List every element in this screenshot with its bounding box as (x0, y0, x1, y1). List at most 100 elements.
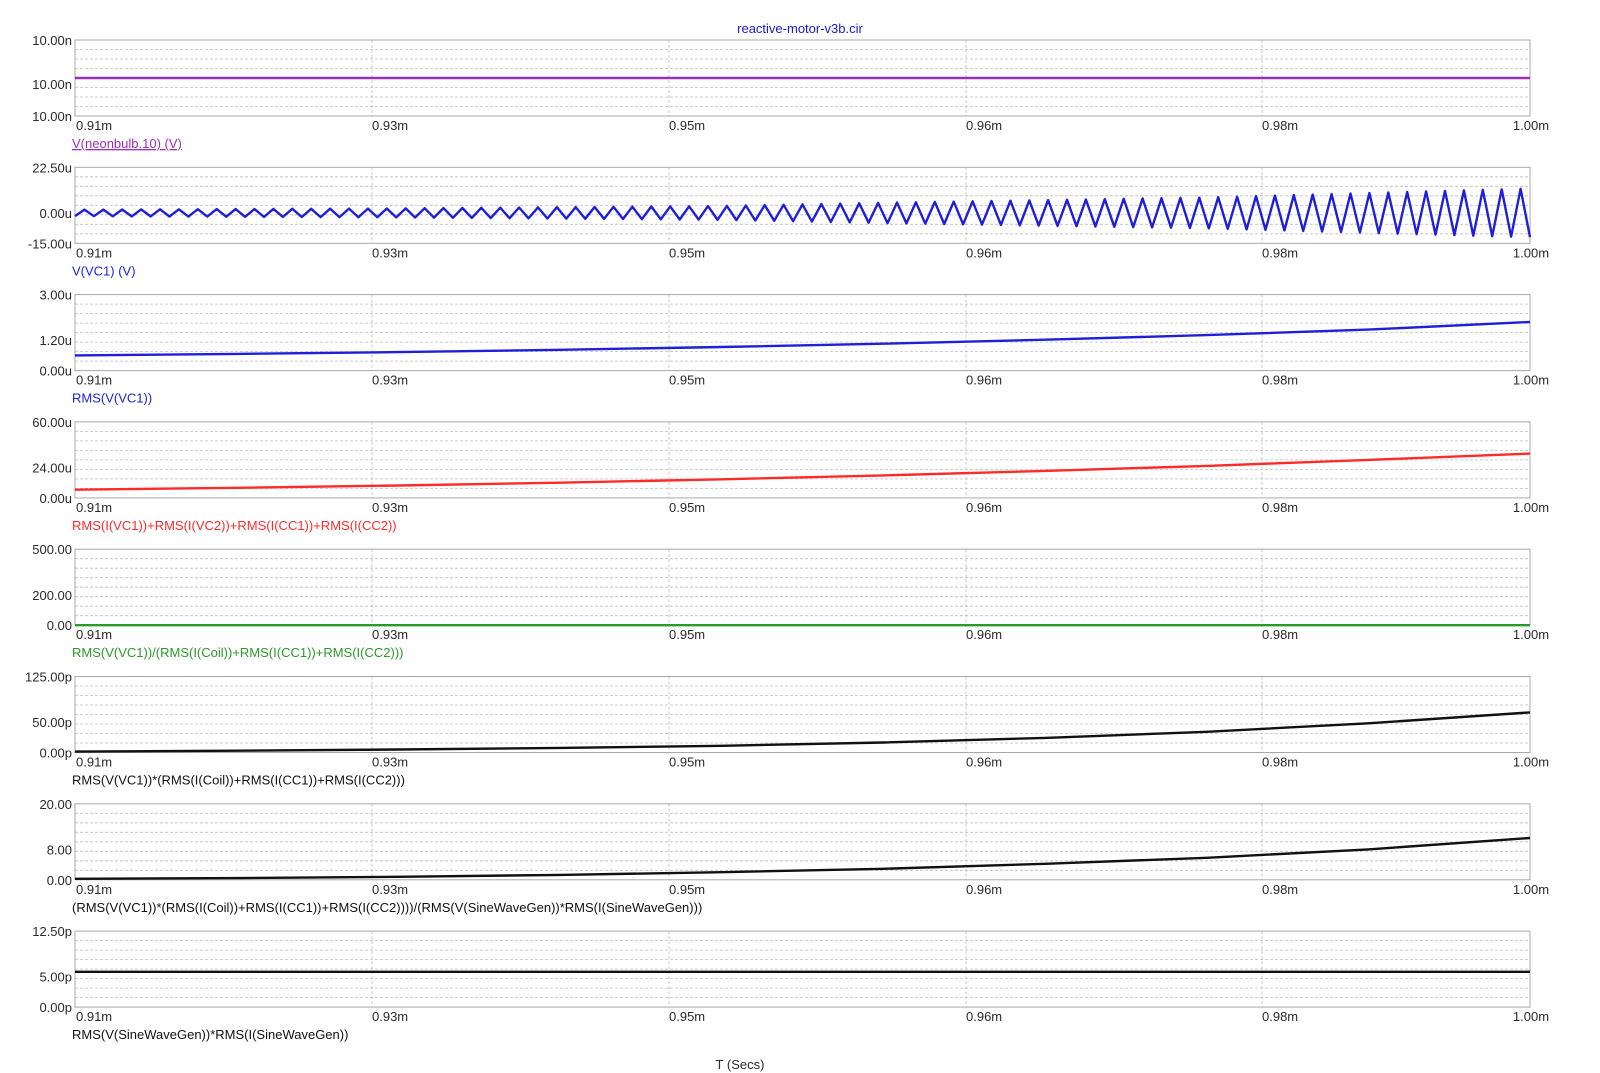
chart-panel-7: 20.00 8.00 0.00 0.91m 0.93m 0.95m 0.96m 0.98m 1.… (39, 797, 1549, 915)
y-tick-label: 10.00n (32, 109, 72, 124)
series-line (74, 187, 1532, 238)
chart-panel-3: 3.00u 1.20u 0.00u 0.91m 0.93m 0.95m 0.96m 0.98m… (39, 288, 1549, 406)
x-tick-label: 0.96m (966, 373, 1002, 388)
y-tick-label: 50.00p (32, 715, 72, 730)
x-tick-label: 0.95m (669, 882, 705, 897)
x-tick-label: 1.00m (1513, 373, 1549, 388)
panel-frame (74, 676, 1531, 753)
y-tick-label: 24.00u (32, 461, 72, 476)
panel-stack: 10.00n 10.00n 10.00n 0.91m 0.93m 0.95m 0.96m 0.… (25, 33, 1549, 1042)
panel-frame (74, 166, 1531, 244)
x-tick-label: 0.93m (372, 245, 408, 260)
x-tick-label: 0.96m (966, 882, 1002, 897)
y-tick-label: 0.00p (39, 1000, 72, 1015)
panel-frame (74, 294, 1531, 372)
x-tick-label: 0.95m (669, 627, 705, 642)
x-tick-label: 0.95m (669, 373, 705, 388)
x-tick-label: 0.96m (966, 245, 1002, 260)
x-tick-label: 1.00m (1513, 118, 1549, 133)
chart-panel-5: 500.00 200.00 0.00 0.91m 0.93m 0.95m 0.96m 0.98… (32, 542, 1549, 660)
x-tick-label: 1.00m (1513, 500, 1549, 515)
y-tick-label: 20.00 (39, 797, 72, 812)
x-tick-label: 0.91m (76, 627, 112, 642)
x-tick-label: 1.00m (1513, 882, 1549, 897)
x-tick-label: 0.98m (1262, 118, 1298, 133)
x-tick-label: 0.98m (1262, 882, 1298, 897)
series-label: RMS(V(VC1))*(RMS(I(Coil))+RMS(I(CC1))+RM… (72, 773, 405, 788)
x-tick-label: 0.96m (966, 118, 1002, 133)
y-tick-label: 12.50p (32, 924, 72, 939)
chart-panel-8: 12.50p 5.00p 0.00p 0.91m 0.93m 0.95m 0.96m 0.98… (32, 924, 1549, 1042)
x-tick-label: 0.95m (669, 755, 705, 770)
x-tick-label: 0.91m (76, 500, 112, 515)
x-tick-label: 0.98m (1262, 500, 1298, 515)
x-tick-label: 0.96m (966, 500, 1002, 515)
x-tick-label: 0.93m (372, 627, 408, 642)
series-line (74, 452, 1531, 491)
series-line (74, 836, 1531, 880)
y-tick-label: 0.00 (47, 873, 72, 888)
series-line (74, 711, 1531, 753)
x-tick-label: 0.95m (669, 1009, 705, 1024)
x-tick-label: 0.95m (669, 118, 705, 133)
y-tick-label: 60.00u (32, 415, 72, 430)
x-tick-label: 0.91m (76, 1009, 112, 1024)
x-tick-label: 0.93m (372, 500, 408, 515)
x-tick-label: 0.96m (966, 627, 1002, 642)
series-label: (RMS(V(VC1))*(RMS(I(Coil))+RMS(I(CC1))+R… (72, 900, 702, 915)
y-tick-label: -15.00u (28, 236, 72, 251)
x-tick-label: 0.96m (966, 1009, 1002, 1024)
panel-frame (74, 421, 1531, 499)
y-tick-label: 0.00u (39, 364, 72, 379)
y-tick-label: 0.00 (47, 618, 72, 633)
x-tick-label: 0.95m (669, 500, 705, 515)
x-tick-label: 0.93m (372, 882, 408, 897)
series-label: RMS(V(SineWaveGen))*RMS(I(SineWaveGen)) (72, 1027, 348, 1042)
x-tick-label: 1.00m (1513, 755, 1549, 770)
series-label: RMS(V(VC1))/(RMS(I(Coil))+RMS(I(CC1))+RM… (72, 645, 403, 660)
x-tick-label: 0.91m (76, 118, 112, 133)
chart-panel-1: 10.00n 10.00n 10.00n 0.91m 0.93m 0.95m 0.96m 0.… (32, 33, 1549, 151)
x-tick-label: 0.93m (372, 1009, 408, 1024)
y-tick-label: 1.20u (39, 333, 72, 348)
x-tick-label: 0.98m (1262, 755, 1298, 770)
x-tick-label: 0.93m (372, 373, 408, 388)
x-tick-label: 0.98m (1262, 373, 1298, 388)
x-tick-label: 0.91m (76, 373, 112, 388)
y-tick-label: 22.50u (32, 160, 72, 175)
x-axis-label: T (Secs) (716, 1057, 765, 1072)
panel-frame (74, 930, 1531, 1008)
series-line (74, 320, 1531, 357)
x-tick-label: 0.98m (1262, 245, 1298, 260)
y-tick-label: 10.00n (32, 77, 72, 92)
x-tick-label: 1.00m (1513, 1009, 1549, 1024)
y-tick-label: 200.00 (32, 588, 72, 603)
x-tick-label: 0.95m (669, 245, 705, 260)
x-tick-label: 1.00m (1513, 627, 1549, 642)
x-tick-label: 0.93m (372, 755, 408, 770)
x-tick-label: 0.98m (1262, 1009, 1298, 1024)
series-label: RMS(I(VC1))+RMS(I(VC2))+RMS(I(CC1))+RMS(… (72, 518, 397, 533)
chart-panel-2: 22.50u 0.00u -15.00u 0.91m 0.93m 0.95m 0.96m 0.… (28, 160, 1549, 278)
y-tick-label: 0.00u (39, 206, 72, 221)
y-tick-label: 0.00p (39, 746, 72, 761)
y-tick-label: 0.00u (39, 491, 72, 506)
plot-title: reactive-motor-v3b.cir (737, 21, 863, 36)
chart-panel-4: 60.00u 24.00u 0.00u 0.91m 0.93m 0.95m 0.96m 0.9… (32, 415, 1549, 533)
x-tick-label: 0.98m (1262, 627, 1298, 642)
panel-frame (74, 803, 1531, 881)
series-label: V(VC1) (V) (72, 263, 136, 278)
series-label: RMS(V(VC1)) (72, 391, 152, 406)
chart-panel-6: 125.00p 50.00p 0.00p 0.91m 0.93m 0.95m 0.96m 0.… (25, 670, 1549, 788)
y-tick-label: 5.00p (39, 970, 72, 985)
y-tick-label: 8.00 (47, 842, 72, 857)
y-tick-label: 500.00 (32, 542, 72, 557)
x-tick-label: 1.00m (1513, 245, 1549, 260)
y-tick-label: 125.00p (25, 670, 72, 685)
x-tick-label: 0.96m (966, 755, 1002, 770)
y-tick-label: 3.00u (39, 288, 72, 303)
x-tick-label: 0.91m (76, 245, 112, 260)
x-tick-label: 0.91m (76, 882, 112, 897)
series-label: V(neonbulb.10) (V) (72, 136, 182, 151)
